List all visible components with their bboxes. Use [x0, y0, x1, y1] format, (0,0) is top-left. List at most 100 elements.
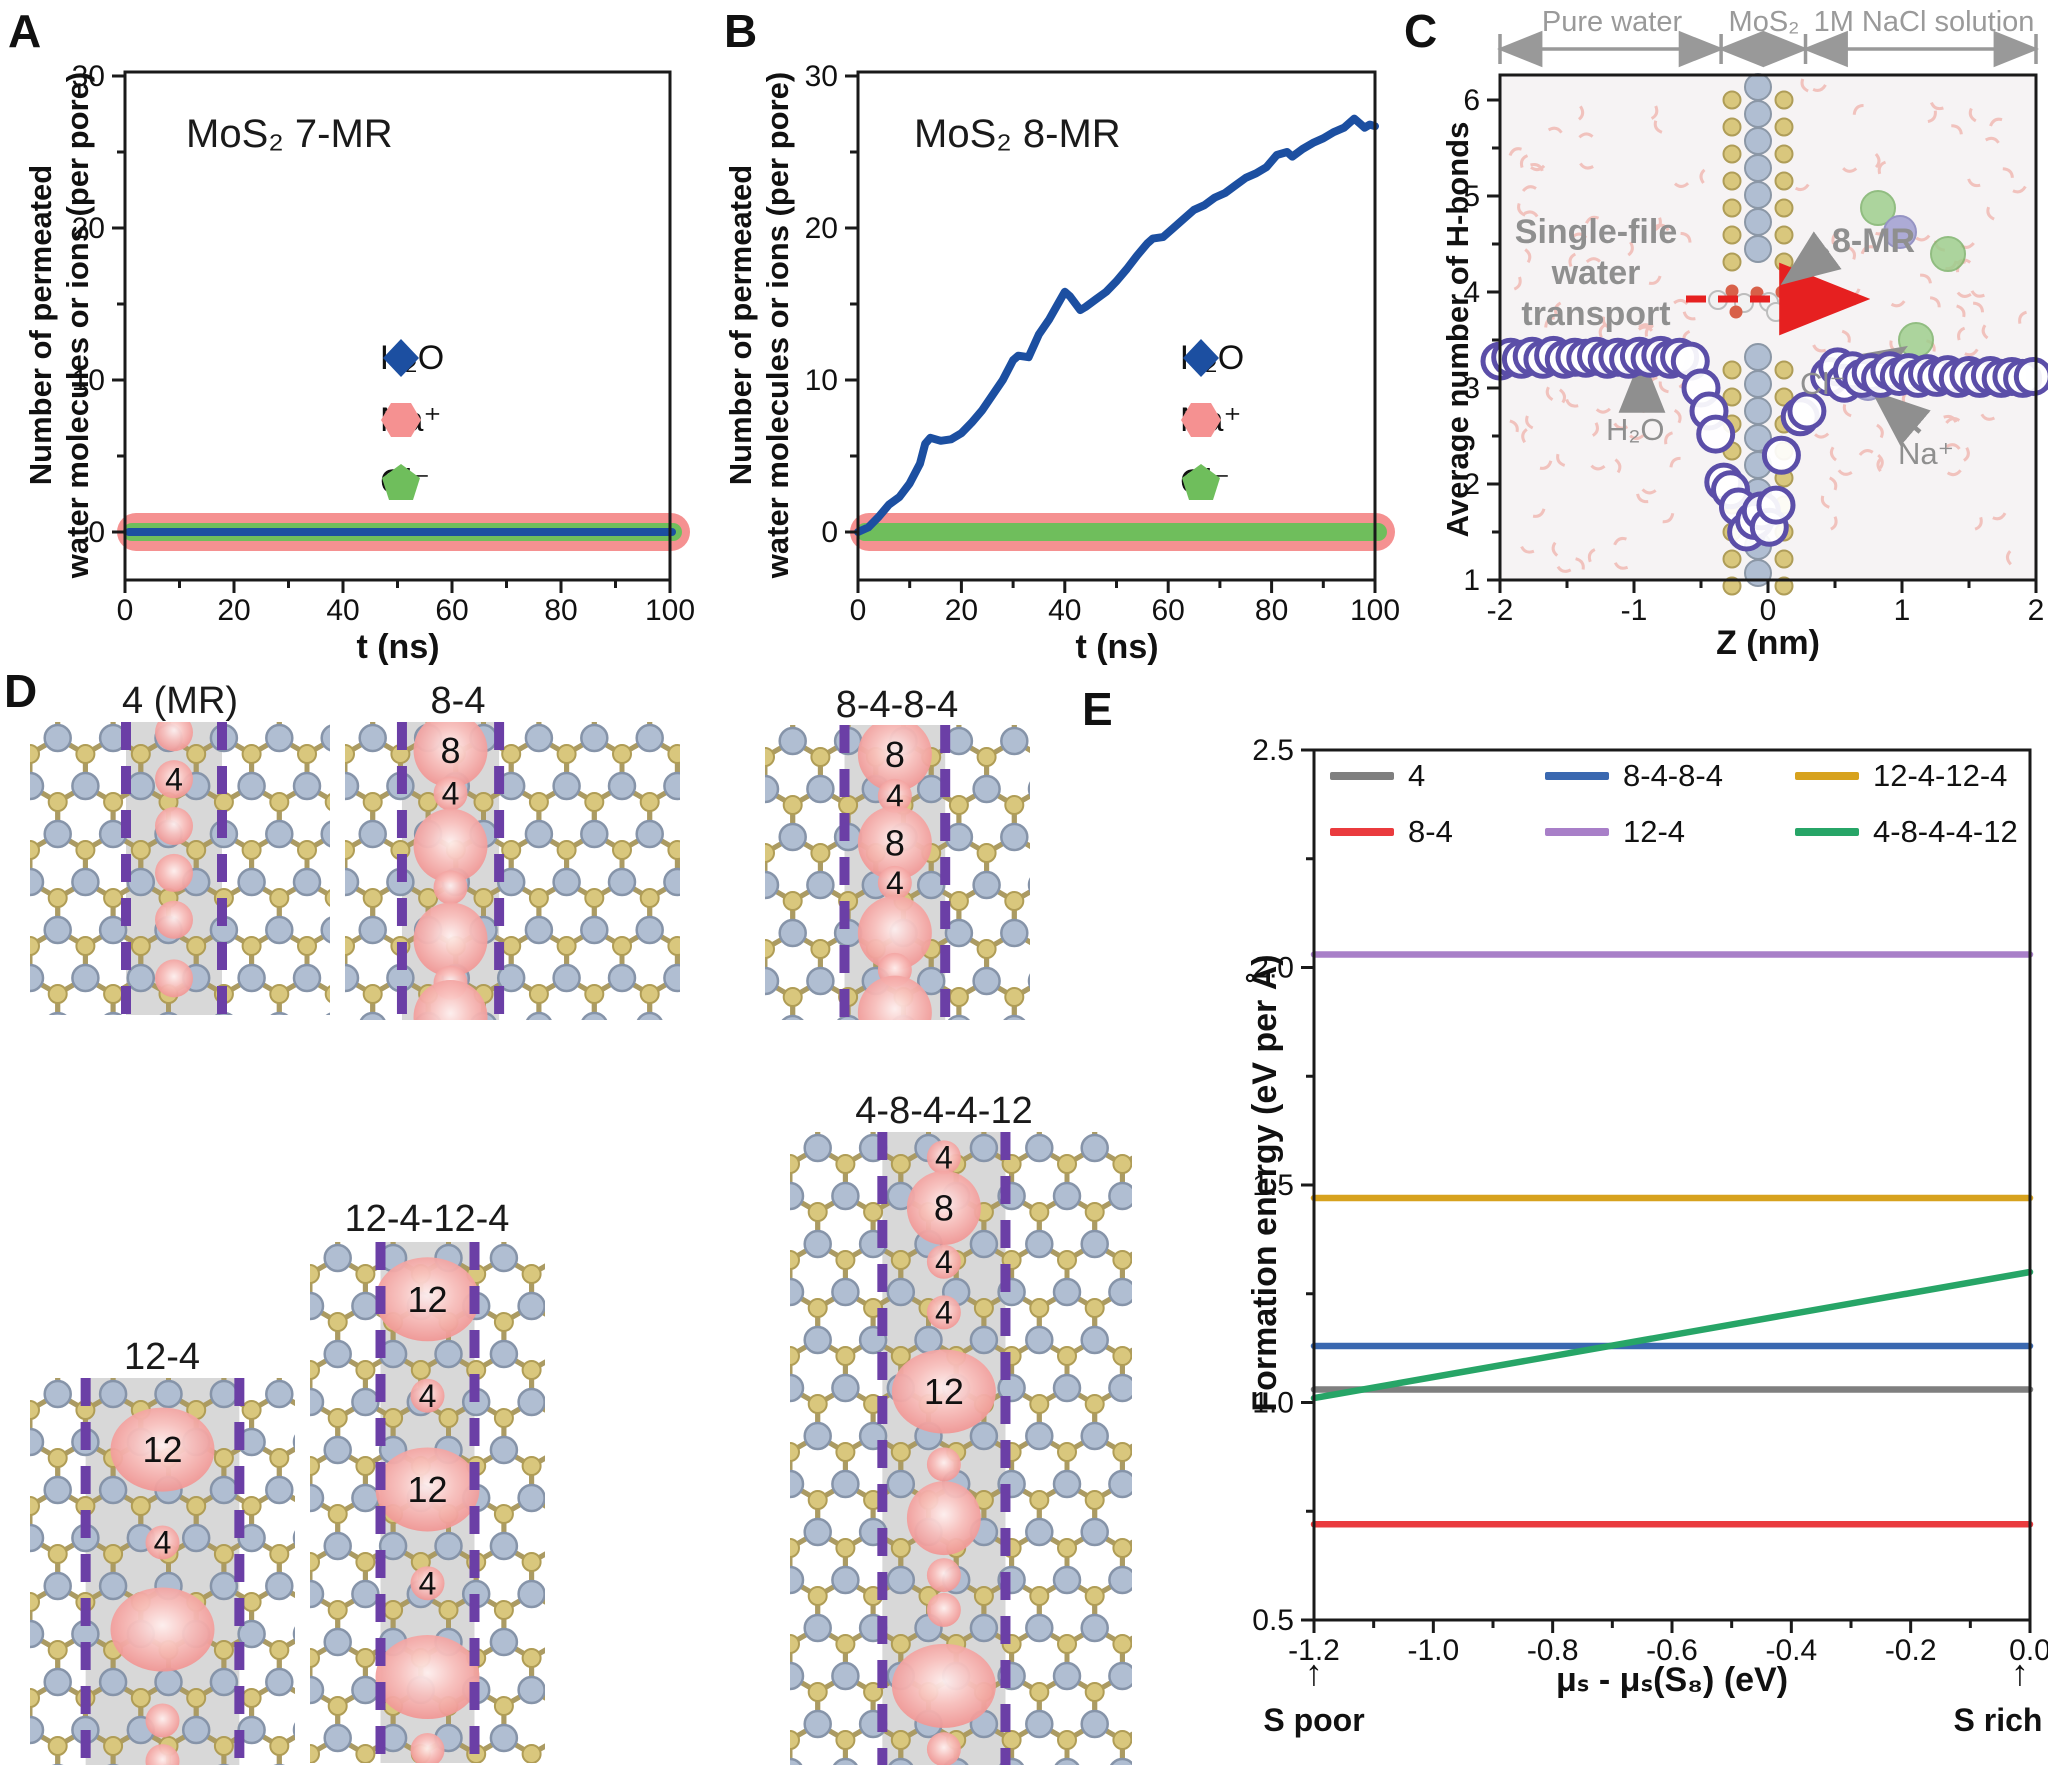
tick-label: -0.6 — [1646, 1634, 1698, 1667]
pore-size-label: 4 — [935, 1244, 953, 1280]
pores: 4 — [155, 722, 193, 998]
pore-size-label: 4 — [165, 761, 183, 797]
legend-row-cl: Cl⁻ — [380, 460, 444, 504]
pore-size-label: 4 — [886, 865, 904, 901]
e-legend-line — [1545, 828, 1609, 836]
tick-label: 4 — [1463, 276, 1480, 309]
e-legend-line — [1330, 828, 1394, 836]
e-legend-label: 12-4 — [1623, 814, 1686, 849]
e-legend-item-8-4: 8-4 — [1330, 814, 1545, 850]
structure-12-4: 12 4 — [30, 1378, 295, 1765]
panel-e-ylabel: Formation energy (eV per Å) — [1246, 954, 1284, 1412]
structure-label-8-4: 8-4 — [430, 680, 486, 722]
panel-d-letter: D — [4, 665, 38, 717]
e-legend-item-4-8-4-4-12: 4-8-4-4-12 — [1795, 814, 2048, 850]
tick-label: 20 — [72, 212, 105, 245]
cl-ion-sphere — [1930, 236, 1966, 272]
tick-label: 2.5 — [1252, 734, 1294, 767]
panel-b-xlabel: t (ns) — [1075, 628, 1159, 666]
panel-a-xlabel: t (ns) — [356, 628, 440, 666]
legend-row-cl: Cl⁻ — [1180, 460, 1244, 504]
na-ion-sphere — [1883, 215, 1917, 249]
tick-label: 0.0 — [2009, 1634, 2048, 1667]
annotation-cl: Cl⁻ — [1800, 366, 1846, 401]
panel-c-letter: C — [1404, 5, 1438, 57]
cl-ion-sphere — [1860, 190, 1896, 226]
plot-A: 0 20 40 60 80 100 0 10 20 30 — [72, 60, 695, 627]
tick-label: -0.4 — [1765, 1634, 1817, 1667]
pore-size-label: 8 — [885, 734, 905, 775]
panel-c-ylabel: Average number of H-bonds — [1440, 121, 1475, 538]
structure-8-4: 84 — [345, 722, 680, 1020]
plot-frame — [1312, 748, 2032, 1622]
e-legend-label: 4-8-4-4-12 — [1873, 814, 2018, 849]
tick-label: 5 — [1463, 180, 1480, 213]
plot-E: -1.2 -1.0 -0.8 -0.6 -0.4 -0.2 0.0 0.5 1.0 1.5 2.0 2… — [1252, 734, 2048, 1667]
cl-pentagon-icon — [382, 464, 420, 500]
cl-pentagon-icon — [1182, 464, 1220, 500]
pore-size-label: 4 — [935, 1295, 953, 1331]
panel-b-ylabel-line1: Number of permeated — [723, 164, 758, 486]
cl-ion-sphere — [1898, 322, 1934, 358]
tick-label: -0.8 — [1527, 1634, 1579, 1667]
panel-c-plot: -2 -1 0 1 2 1 2 3 4 5 6 — [1463, 30, 2048, 627]
panel-e-xlabel: μₛ - μₛ(S₈) (eV) — [1555, 1661, 1789, 1699]
annotation-line: transport — [1521, 295, 1671, 333]
pores: 84 — [413, 722, 488, 1020]
panel-b-ylabel-line2: water molecules or ions (per pore) — [760, 71, 795, 579]
tick-label: -1.2 — [1288, 1634, 1340, 1667]
panel-b-title: MoS₂ 8-MR — [914, 112, 1121, 156]
cl-band — [856, 523, 1387, 541]
pore-size-label: 12 — [407, 1469, 447, 1510]
e-legend-item-12-4-12-4: 12-4-12-4 — [1795, 758, 2048, 794]
panel-e-letter: E — [1082, 683, 1113, 735]
panel-a-letter: A — [8, 5, 42, 57]
tick-label: 40 — [326, 594, 359, 627]
pores: 12 4 12 4 — [375, 1257, 480, 1763]
tick-label: 0.5 — [1252, 1604, 1294, 1637]
region-header — [1496, 30, 2040, 68]
annotation-line: water — [1551, 254, 1641, 292]
pore-size-label: 4 — [886, 778, 904, 814]
tick-label: 60 — [1152, 594, 1185, 627]
pore-size-label: 4 — [935, 1140, 953, 1176]
panel-a-legend: H₂O Na⁺ Cl⁻ — [380, 336, 444, 504]
panel-e-legend: 4 8-4-8-4 12-4-12-4 8-4 12-4 4-8-4-4-12 — [1330, 748, 2048, 860]
pore-size-label: 4 — [419, 1378, 437, 1414]
tick-label: 0 — [88, 516, 105, 549]
tick-label: 80 — [1255, 594, 1288, 627]
e-legend-label: 12-4-12-4 — [1873, 758, 2008, 793]
tick-label: 0 — [850, 594, 867, 627]
h2o-diamond-icon — [383, 339, 419, 377]
pore-size-label: 8 — [934, 1188, 954, 1229]
pores: 4 8 4 4 12 — [891, 1140, 996, 1765]
legend-row-h2o: H₂O — [380, 336, 444, 380]
tick-label: -1.0 — [1407, 1634, 1459, 1667]
panel-b-legend: H₂O Na⁺ Cl⁻ — [1180, 336, 1244, 504]
s-rich-arrow-icon: ↑ — [2011, 1652, 2029, 1693]
tick-label: 40 — [1048, 594, 1081, 627]
tick-label: 80 — [544, 594, 577, 627]
tick-label: 1 — [1463, 564, 1480, 597]
tick-label: -1 — [1621, 594, 1648, 627]
tick-label: 20 — [805, 212, 838, 245]
plot-B: 0 20 40 60 80 100 0 10 20 30 — [805, 60, 1400, 627]
pore-size-label: 4 — [419, 1565, 437, 1601]
legend-row-na: Na⁺ — [380, 398, 444, 442]
e-legend-item-12-4: 12-4 — [1545, 814, 1795, 850]
structure-4mr: 4 — [30, 722, 330, 1015]
panel-a-ylabel-line2: water molecules or ions (per pore) — [60, 71, 95, 579]
panel-e-plot: -1.2 -1.0 -0.8 -0.6 -0.4 -0.2 0.0 0.5 1.0 1.5 2.0 2… — [1252, 734, 2048, 1667]
structure-label-12-4: 12-4 — [123, 1336, 201, 1378]
s-poor-label: S poor — [1263, 1702, 1365, 1738]
tick-label: 1 — [1894, 594, 1911, 627]
pore-size-label: 8 — [441, 730, 461, 771]
tick-label: 2 — [1463, 468, 1480, 501]
panel-b-plot: 0 20 40 60 80 100 0 10 20 30 — [805, 60, 1400, 627]
structure-label-8-4-8-4: 8-4-8-4 — [835, 684, 959, 726]
tick-label: 2.0 — [1252, 952, 1294, 985]
tick-label: 6 — [1463, 84, 1480, 117]
